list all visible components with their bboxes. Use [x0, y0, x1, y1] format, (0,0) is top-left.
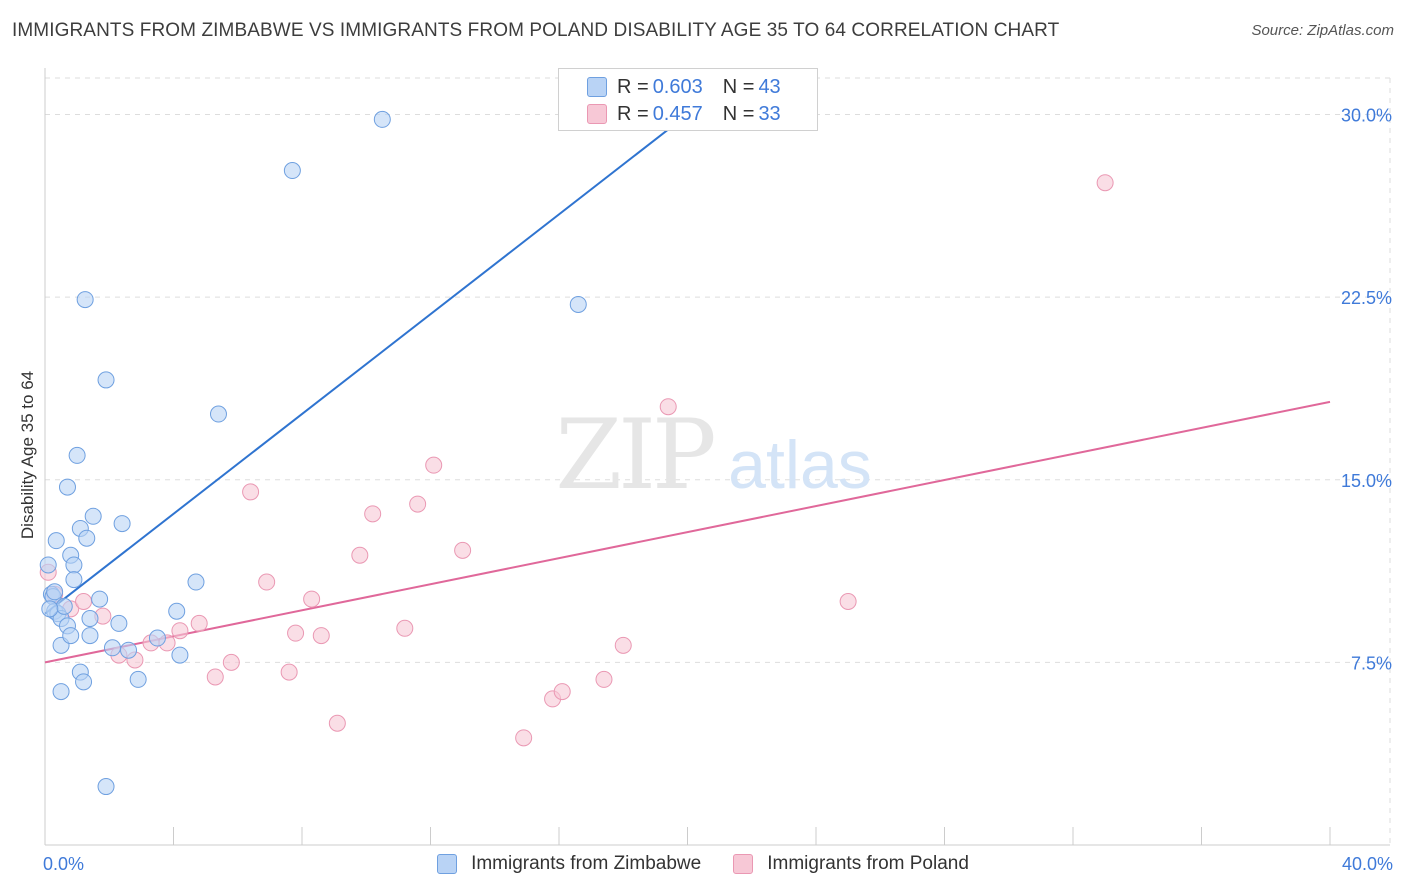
poland-point	[595, 670, 613, 688]
legend-row-poland: R = 0.457 N = 33	[559, 101, 781, 127]
r-value: 0.457	[652, 102, 703, 125]
r-label: R =	[617, 102, 649, 125]
poland-point	[839, 593, 857, 611]
poland-point	[614, 636, 632, 654]
poland-point	[396, 619, 414, 637]
poland-point	[659, 398, 677, 416]
y-tick-label: 15.0%	[1341, 471, 1392, 491]
zimbabwe-point	[187, 573, 205, 591]
zimbabwe-point	[39, 556, 57, 574]
zimbabwe-point	[81, 627, 99, 645]
poland-point	[312, 627, 330, 645]
watermark-atlas: atlas	[728, 427, 872, 503]
poland-point	[351, 546, 369, 564]
poland-point	[454, 541, 472, 559]
source-label: Source: ZipAtlas.com	[1251, 22, 1394, 39]
poland-point	[364, 505, 382, 523]
poland-point	[1096, 174, 1114, 192]
zimbabwe-point	[46, 583, 64, 601]
zimbabwe-point	[52, 683, 70, 701]
poland-point	[328, 714, 346, 732]
axes	[44, 68, 1390, 846]
poland-point	[409, 495, 427, 513]
y-axis-label: Disability Age 35 to 64	[18, 371, 37, 539]
legend-label-poland: Immigrants from Poland	[767, 853, 969, 874]
poland-point	[190, 614, 208, 632]
poland-point	[280, 663, 298, 681]
poland-trend-line	[44, 400, 1331, 664]
poland-point	[242, 483, 260, 501]
grid-lines	[45, 77, 1391, 845]
zimbabwe-point	[84, 507, 102, 525]
poland-point	[258, 573, 276, 591]
zimbabwe-point	[55, 597, 73, 615]
zimbabwe-point	[113, 515, 131, 533]
zimbabwe-point	[75, 673, 93, 691]
zimbabwe-point	[168, 602, 186, 620]
x-tick-label: 0.0%	[43, 854, 84, 874]
zimbabwe-point	[65, 571, 83, 589]
legend-label-zimbabwe: Immigrants from Zimbabwe	[471, 853, 702, 874]
zimbabwe-point	[171, 646, 189, 664]
y-tick-label: 7.5%	[1351, 653, 1392, 673]
zimbabwe-point	[68, 446, 86, 464]
legend-item-poland[interactable]: Immigrants from Poland	[733, 853, 969, 875]
zimbabwe-swatch	[587, 77, 607, 97]
poland-point	[553, 683, 571, 701]
zimbabwe-points	[39, 110, 587, 796]
zimbabwe-point	[373, 110, 391, 128]
zimbabwe-point	[209, 405, 227, 423]
poland-point	[206, 668, 224, 686]
series-legend: Immigrants from Zimbabwe Immigrants from…	[0, 850, 1406, 878]
zimbabwe-point	[81, 610, 99, 628]
zimbabwe-point	[58, 478, 76, 496]
zimbabwe-point	[62, 627, 80, 645]
zimbabwe-point	[76, 291, 94, 309]
zimbabwe-point	[120, 641, 138, 659]
trend-lines	[44, 113, 1331, 664]
n-value: 33	[758, 102, 781, 125]
n-label: N =	[722, 75, 755, 98]
poland-point	[222, 653, 240, 671]
zimbabwe-trend-line	[44, 113, 689, 615]
legend-item-zimbabwe[interactable]: Immigrants from Zimbabwe	[437, 853, 701, 875]
watermark: ZIP atlas	[555, 399, 871, 511]
y-tick-label: 22.5%	[1341, 288, 1392, 308]
zimbabwe-point	[129, 670, 147, 688]
poland-point	[75, 593, 93, 611]
watermark-zip: ZIP	[555, 399, 714, 511]
zimbabwe-point	[91, 590, 109, 608]
poland-swatch	[587, 104, 607, 124]
n-value: 43	[758, 75, 781, 98]
x-tick-label: 40.0%	[1342, 854, 1393, 874]
correlation-legend: R = 0.603 N = 43 R = 0.457 N = 33	[558, 68, 818, 131]
y-tick-label: 30.0%	[1341, 106, 1392, 126]
poland-point	[171, 622, 189, 640]
legend-row-zimbabwe: R = 0.603 N = 43	[559, 74, 781, 100]
tick-labels: 7.5% 15.0% 22.5% 30.0% 0.0% 40.0%	[43, 106, 1393, 874]
zimbabwe-point	[283, 162, 301, 180]
zimbabwe-point	[110, 614, 128, 632]
poland-point	[515, 729, 533, 747]
zimbabwe-point	[41, 600, 59, 618]
zimbabwe-point	[97, 371, 115, 389]
poland-point	[425, 456, 443, 474]
zimbabwe-swatch	[437, 854, 458, 874]
zimbabwe-point	[103, 639, 121, 657]
zimbabwe-point	[97, 778, 115, 796]
zimbabwe-point	[65, 556, 83, 574]
poland-swatch	[733, 854, 754, 874]
r-label: R =	[617, 75, 649, 98]
poland-point	[303, 590, 321, 608]
n-label: N =	[722, 102, 755, 125]
poland-point	[287, 624, 305, 642]
zimbabwe-point	[148, 629, 166, 647]
zimbabwe-point	[78, 529, 96, 547]
zimbabwe-point	[569, 295, 587, 313]
zimbabwe-point	[47, 532, 65, 550]
chart-title: IMMIGRANTS FROM ZIMBABWE VS IMMIGRANTS F…	[12, 20, 1060, 41]
r-value: 0.603	[652, 75, 703, 98]
